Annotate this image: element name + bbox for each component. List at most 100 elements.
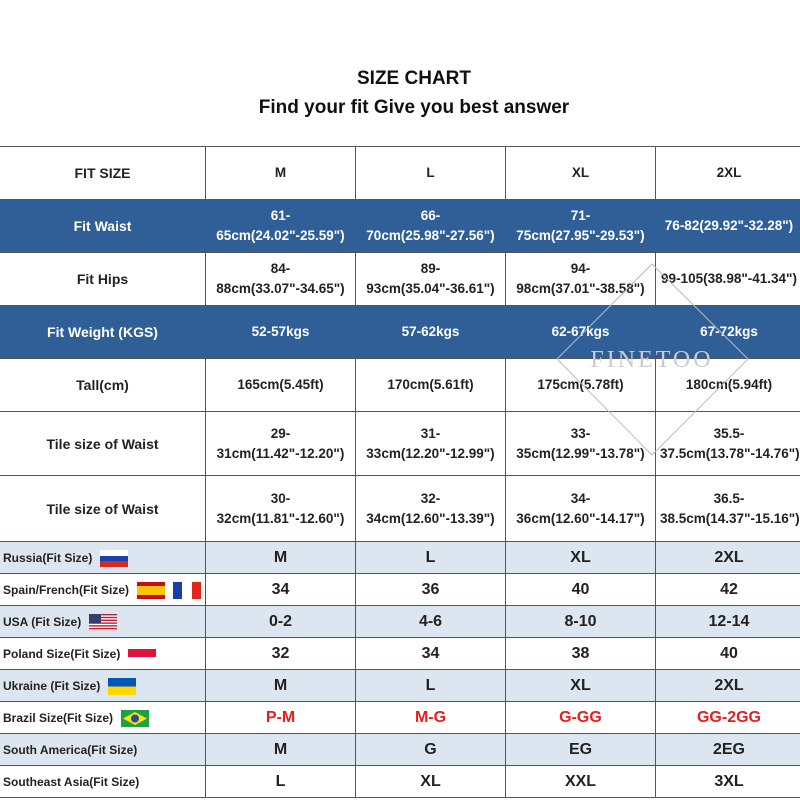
country-row: Brazil Size(Fit Size) P-M M-G G-GG GG-2GG — [0, 701, 800, 734]
table-cell: 4-6 — [355, 605, 506, 638]
country-label: Ukraine (Fit Size) — [3, 678, 101, 693]
usa-flag-icon — [89, 613, 118, 631]
row-label: Tile size of Waist — [0, 475, 206, 542]
country-label-cell: Poland Size(Fit Size) — [0, 637, 206, 670]
table-cell: 170cm(5.61ft) — [355, 358, 506, 412]
measurement-row: Fit Hips 84-88cm(33.07"-34.65") 89-93cm(35… — [0, 252, 800, 306]
table-cell: 31-33cm(12.20"-12.99") — [355, 411, 506, 476]
page-title: SIZE CHART Find your fit Give you best a… — [0, 64, 800, 122]
table-cell: 32-34cm(12.60"-13.39") — [355, 475, 506, 542]
table-cell: 66-70cm(25.98"-27.56") — [355, 199, 506, 253]
measurement-row: Fit Weight (KGS) 52-57kgs 57-62kgs 62-67kgs… — [0, 305, 800, 359]
country-label-cell: Russia(Fit Size) — [0, 541, 206, 574]
row-label: Fit Weight (KGS) — [0, 305, 206, 359]
spain-flag-icon — [137, 581, 166, 599]
ukraine-flag-icon — [108, 677, 137, 695]
table-cell: 94-98cm(37.01"-38.58") — [505, 252, 656, 306]
table-cell: 40 — [655, 637, 800, 670]
table-cell: 34 — [355, 637, 506, 670]
table-cell: 71-75cm(27.95"-29.53") — [505, 199, 656, 253]
table-cell: 32 — [205, 637, 356, 670]
table-cell: 2EG — [655, 733, 800, 766]
measurement-row: Tall(cm) 165cm(5.45ft) 170cm(5.61ft) 175cm(… — [0, 358, 800, 412]
table-cell: 33-35cm(12.99"-13.78") — [505, 411, 656, 476]
table-cell: M-G — [355, 701, 506, 734]
table-cell: GG-2GG — [655, 701, 800, 734]
country-label: Poland Size(Fit Size) — [3, 646, 121, 661]
table-cell: 38 — [505, 637, 656, 670]
table-cell: L — [355, 669, 506, 702]
table-cell: 57-62kgs — [355, 305, 506, 359]
table-cell: 40 — [505, 573, 656, 606]
row-label: Tile size of Waist — [0, 411, 206, 476]
country-row: Ukraine (Fit Size) M L XL 2XL — [0, 669, 800, 702]
table-cell: 61-65cm(24.02"-25.59") — [205, 199, 356, 253]
table-cell: XXL — [505, 765, 656, 798]
table-cell: EG — [505, 733, 656, 766]
table-cell: 99-105(38.98"-41.34") — [655, 252, 800, 306]
table-cell: L — [205, 765, 356, 798]
poland-flag-icon — [128, 645, 157, 657]
table-cell: XL — [505, 541, 656, 574]
table-cell: 180cm(5.94ft) — [655, 358, 800, 412]
table-cell: 89-93cm(35.04"-36.61") — [355, 252, 506, 306]
table-cell: 42 — [655, 573, 800, 606]
table-cell: 35.5-37.5cm(13.78"-14.76") — [655, 411, 800, 476]
table-cell: 34 — [205, 573, 356, 606]
table-cell: M — [205, 669, 356, 702]
title: SIZE CHART — [357, 68, 471, 89]
country-label-cell: Brazil Size(Fit Size) — [0, 701, 206, 734]
header-row: FIT SIZE M L XL 2XL — [0, 146, 800, 200]
row-label: Fit Waist — [0, 199, 206, 253]
table-cell: 2XL — [655, 541, 800, 574]
table-cell: 76-82(29.92"-32.28") — [655, 199, 800, 253]
country-row: South America(Fit Size) M G EG 2EG — [0, 733, 800, 766]
country-label-cell: Ukraine (Fit Size) — [0, 669, 206, 702]
country-row: Southeast Asia(Fit Size) L XL XXL 3XL — [0, 765, 800, 798]
table-cell: G — [355, 733, 506, 766]
table-cell: 67-72kgs — [655, 305, 800, 359]
fit-size-header: FIT SIZE — [0, 146, 206, 200]
table-cell: 8-10 — [505, 605, 656, 638]
size-header: L — [355, 146, 506, 200]
table-cell: 34-36cm(12.60"-14.17") — [505, 475, 656, 542]
table-cell: 12-14 — [655, 605, 800, 638]
table-cell: 36 — [355, 573, 506, 606]
country-label: Russia(Fit Size) — [3, 550, 93, 565]
measurement-row: Tile size of Waist 30-32cm(11.81"-12.60")… — [0, 475, 800, 542]
table-cell: 3XL — [655, 765, 800, 798]
country-label-cell: South America(Fit Size) — [0, 733, 206, 766]
table-cell: 36.5-38.5cm(14.37"-15.16") — [655, 475, 800, 542]
table-cell: 175cm(5.78ft) — [505, 358, 656, 412]
table-cell: 84-88cm(33.07"-34.65") — [205, 252, 356, 306]
size-header: M — [205, 146, 356, 200]
measurement-row: Tile size of Waist 29-31cm(11.42"-12.20")… — [0, 411, 800, 476]
table-cell: 30-32cm(11.81"-12.60") — [205, 475, 356, 542]
table-cell: 29-31cm(11.42"-12.20") — [205, 411, 356, 476]
country-label: Southeast Asia(Fit Size) — [3, 774, 140, 789]
size-header: 2XL — [655, 146, 800, 200]
table-cell: P-M — [205, 701, 356, 734]
subtitle: Find your fit Give you best answer — [258, 97, 570, 118]
row-label: Fit Hips — [0, 252, 206, 306]
table-cell: XL — [505, 669, 656, 702]
table-cell: L — [355, 541, 506, 574]
country-label-cell: Spain/French(Fit Size) — [0, 573, 206, 606]
brazil-flag-icon — [121, 709, 150, 727]
size-chart-table: FIT SIZE M L XL 2XL Fit Waist 61-65cm(24.02"-2… — [0, 146, 800, 798]
size-header: XL — [505, 146, 656, 200]
table-cell: 165cm(5.45ft) — [205, 358, 356, 412]
country-row: USA (Fit Size) 0-2 4-6 8-10 12-14 — [0, 605, 800, 638]
country-row: Spain/French(Fit Size) 34 36 40 42 — [0, 573, 800, 606]
country-label: Brazil Size(Fit Size) — [3, 710, 114, 725]
table-cell: G-GG — [505, 701, 656, 734]
table-cell: 52-57kgs — [205, 305, 356, 359]
table-cell: M — [205, 541, 356, 574]
country-label: Spain/French(Fit Size) — [3, 582, 130, 597]
row-label: Tall(cm) — [0, 358, 206, 412]
france-flag-icon — [173, 581, 202, 599]
country-label: South America(Fit Size) — [3, 742, 138, 757]
table-cell: 62-67kgs — [505, 305, 656, 359]
country-label: USA (Fit Size) — [3, 614, 82, 629]
country-label-cell: Southeast Asia(Fit Size) — [0, 765, 206, 798]
